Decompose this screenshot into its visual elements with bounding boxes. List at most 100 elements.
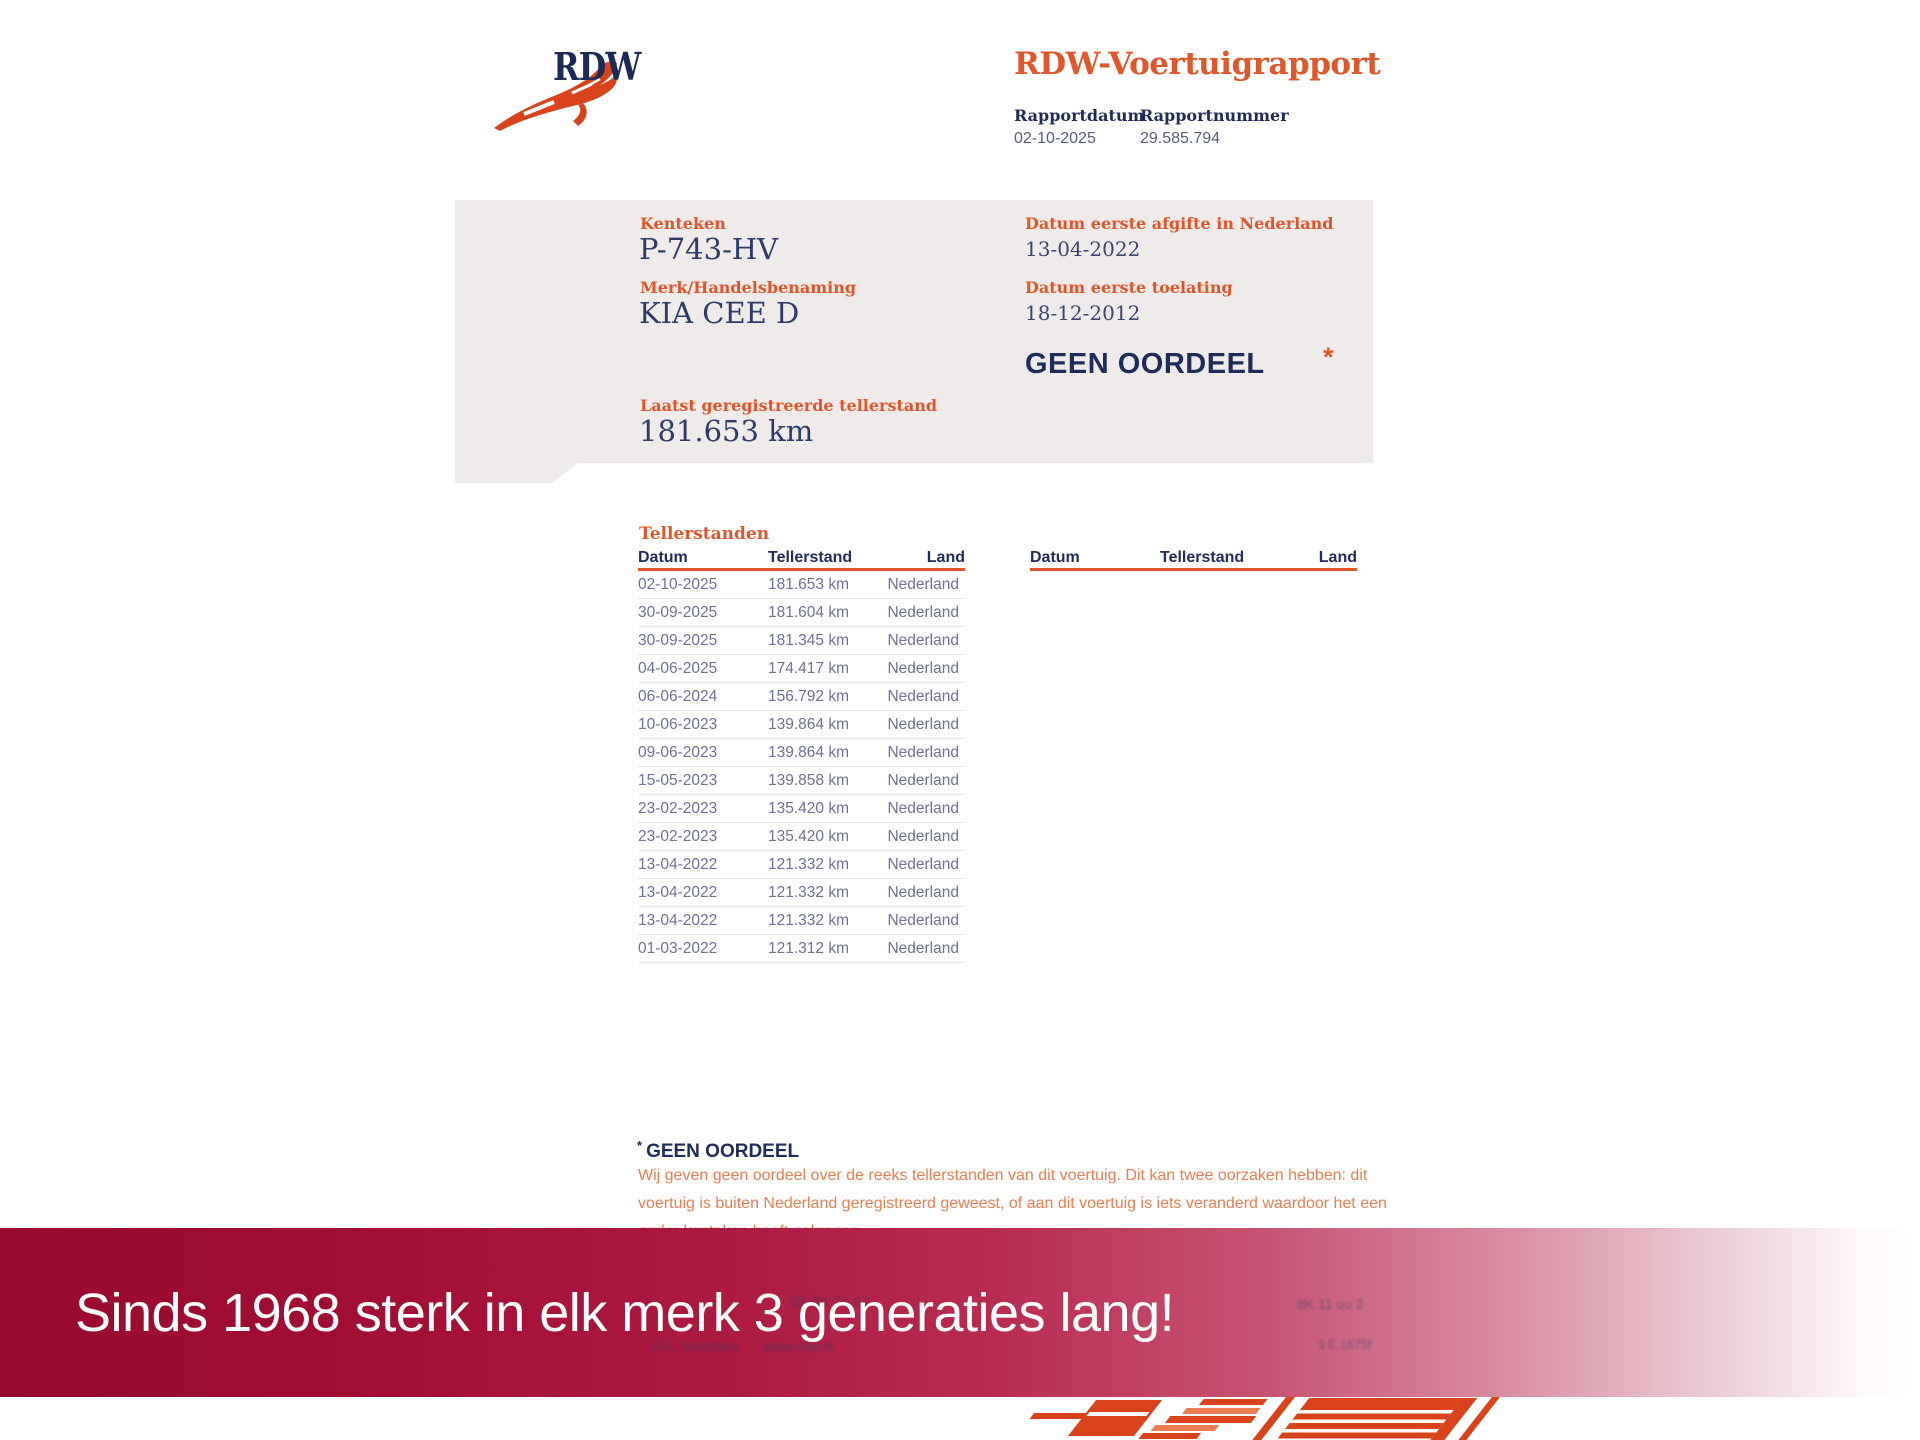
rapportdatum-value: 02-10-2025 bbox=[1014, 130, 1096, 147]
tellerstanden-section-title: Tellerstanden bbox=[639, 524, 770, 544]
table-row: 30-09-2025 181.345 km Nederland bbox=[638, 627, 965, 655]
cell-tellerstand: 139.864 km bbox=[768, 716, 849, 733]
cell-tellerstand: 121.332 km bbox=[768, 856, 849, 873]
table-row: 30-09-2025 181.604 km Nederland bbox=[638, 599, 965, 627]
dealer-logo-block bbox=[1274, 1398, 1478, 1440]
kenteken-value: P-743-HV bbox=[639, 232, 779, 266]
bleedthrough-code-bottom: 3 E 1675f bbox=[1318, 1338, 1372, 1352]
cell-datum: 30-09-2025 bbox=[638, 632, 718, 649]
cell-land: Nederland bbox=[887, 940, 959, 957]
afgifte-value: 13-04-2022 bbox=[1025, 237, 1141, 261]
cell-tellerstand: 139.864 km bbox=[768, 744, 849, 761]
table-row: 09-06-2023 139.864 km Nederland bbox=[638, 739, 965, 767]
col-land: Land bbox=[1318, 549, 1357, 566]
cell-tellerstand: 135.420 km bbox=[768, 828, 849, 845]
cell-tellerstand: 181.345 km bbox=[768, 632, 849, 649]
table-row: 23-02-2023 135.420 km Nederland bbox=[638, 823, 965, 851]
merk-label: Merk/Handelsbenaming bbox=[640, 278, 857, 297]
cell-datum: 13-04-2022 bbox=[638, 856, 718, 873]
cell-land: Nederland bbox=[887, 632, 959, 649]
marketing-banner: 88 00 74 47 RA, Veendam www.rdw.nl 8K 11… bbox=[0, 1228, 1920, 1397]
merk-value: KIA CEE D bbox=[639, 296, 800, 330]
cell-datum: 09-06-2023 bbox=[638, 744, 718, 761]
cell-land: Nederland bbox=[887, 576, 959, 593]
table-header-row: Datum Tellerstand Land bbox=[1030, 549, 1357, 571]
cell-land: Nederland bbox=[887, 716, 959, 733]
rapportdatum-label: Rapportdatum bbox=[1014, 106, 1145, 125]
cell-land: Nederland bbox=[887, 912, 959, 929]
laatste-tellerstand-label: Laatst geregistreerde tellerstand bbox=[640, 396, 938, 415]
bleedthrough-website: www.rdw.nl bbox=[763, 1338, 834, 1354]
col-datum: Datum bbox=[638, 549, 688, 566]
table-header-row: Datum Tellerstand Land bbox=[638, 549, 965, 571]
dealer-logo-stripes bbox=[1138, 1398, 1275, 1440]
cell-tellerstand: 156.792 km bbox=[768, 688, 849, 705]
cell-tellerstand: 139.858 km bbox=[768, 772, 849, 789]
cell-datum: 04-06-2025 bbox=[638, 660, 718, 677]
rapportnummer-label: Rapportnummer bbox=[1140, 106, 1289, 125]
table-row: 04-06-2025 174.417 km Nederland bbox=[638, 655, 965, 683]
dealer-logo bbox=[1029, 1396, 1501, 1440]
bleedthrough-phone: 88 00 74 47 bbox=[790, 1294, 870, 1311]
dealer-logo-notch bbox=[1086, 1412, 1150, 1416]
table-row: 01-03-2022 121.312 km Nederland bbox=[638, 935, 965, 963]
laatste-tellerstand-value: 181.653 km bbox=[639, 414, 814, 448]
report-title: RDW-Voertuigrapport bbox=[1014, 46, 1381, 82]
bleedthrough-address: RA, Veendam bbox=[652, 1338, 739, 1354]
banner-slogan: Sinds 1968 sterk in elk merk 3 generatie… bbox=[75, 1282, 1175, 1343]
cell-datum: 23-02-2023 bbox=[638, 800, 718, 817]
cell-datum: 13-04-2022 bbox=[638, 884, 718, 901]
rdw-logotype: RDW bbox=[553, 44, 641, 89]
col-datum: Datum bbox=[1030, 549, 1080, 566]
kenteken-label: Kenteken bbox=[640, 214, 726, 233]
verdict-text: GEEN OORDEEL bbox=[1025, 348, 1265, 380]
table-row: 02-10-2025 181.653 km Nederland bbox=[638, 571, 965, 599]
footnote-asterisk: * bbox=[637, 1138, 643, 1153]
table-row: 10-06-2023 139.864 km Nederland bbox=[638, 711, 965, 739]
col-tellerstand: Tellerstand bbox=[1160, 549, 1245, 566]
table-row: 15-05-2023 139.858 km Nederland bbox=[638, 767, 965, 795]
cell-tellerstand: 121.332 km bbox=[768, 912, 849, 929]
cell-land: Nederland bbox=[887, 884, 959, 901]
col-tellerstand: Tellerstand bbox=[768, 549, 853, 566]
cell-datum: 30-09-2025 bbox=[638, 604, 718, 621]
cell-tellerstand: 181.653 km bbox=[768, 576, 849, 593]
cell-datum: 06-06-2024 bbox=[638, 688, 718, 705]
cell-tellerstand: 121.332 km bbox=[768, 884, 849, 901]
table-row: 23-02-2023 135.420 km Nederland bbox=[638, 795, 965, 823]
cell-datum: 02-10-2025 bbox=[638, 576, 718, 593]
cell-datum: 13-04-2022 bbox=[638, 912, 718, 929]
table-row: 13-04-2022 121.332 km Nederland bbox=[638, 851, 965, 879]
cell-datum: 01-03-2022 bbox=[638, 940, 718, 957]
cell-land: Nederland bbox=[887, 800, 959, 817]
bleedthrough-code-top: 8K 11 uu 2 bbox=[1297, 1296, 1364, 1312]
cell-land: Nederland bbox=[887, 856, 959, 873]
cell-land: Nederland bbox=[887, 744, 959, 761]
cell-land: Nederland bbox=[887, 828, 959, 845]
cell-land: Nederland bbox=[887, 604, 959, 621]
rapportnummer-value: 29.585.794 bbox=[1140, 130, 1221, 147]
tellerstanden-table-secondary: Datum Tellerstand Land bbox=[1030, 549, 1357, 571]
cell-tellerstand: 174.417 km bbox=[768, 660, 849, 677]
toelating-value: 18-12-2012 bbox=[1025, 301, 1141, 325]
tellerstanden-table: Datum Tellerstand Land 02-10-2025 181.653… bbox=[638, 549, 965, 963]
cell-tellerstand: 121.312 km bbox=[768, 940, 849, 957]
cell-land: Nederland bbox=[887, 660, 959, 677]
tellerstanden-table-body: 02-10-2025 181.653 km Nederland 30-09-2025 1… bbox=[638, 571, 965, 963]
cell-datum: 10-06-2023 bbox=[638, 716, 718, 733]
cell-tellerstand: 135.420 km bbox=[768, 800, 849, 817]
col-land: Land bbox=[926, 549, 965, 566]
cell-tellerstand: 181.604 km bbox=[768, 604, 849, 621]
footnote-title: GEEN OORDEEL bbox=[646, 1141, 800, 1162]
afgifte-label: Datum eerste afgifte in Nederland bbox=[1025, 214, 1334, 233]
toelating-label: Datum eerste toelating bbox=[1025, 278, 1233, 297]
footnote-heading: * GEEN OORDEEL bbox=[637, 1138, 799, 1163]
rdw-flame-icon bbox=[488, 58, 624, 134]
table-row: 13-04-2022 121.332 km Nederland bbox=[638, 907, 965, 935]
cell-datum: 15-05-2023 bbox=[638, 772, 718, 789]
vehicle-summary-panel: Kenteken P-743-HV Merk/Handelsbenaming K… bbox=[455, 200, 1373, 483]
cell-land: Nederland bbox=[887, 772, 959, 789]
table-row: 13-04-2022 121.332 km Nederland bbox=[638, 879, 965, 907]
verdict-asterisk: * bbox=[1323, 342, 1334, 372]
